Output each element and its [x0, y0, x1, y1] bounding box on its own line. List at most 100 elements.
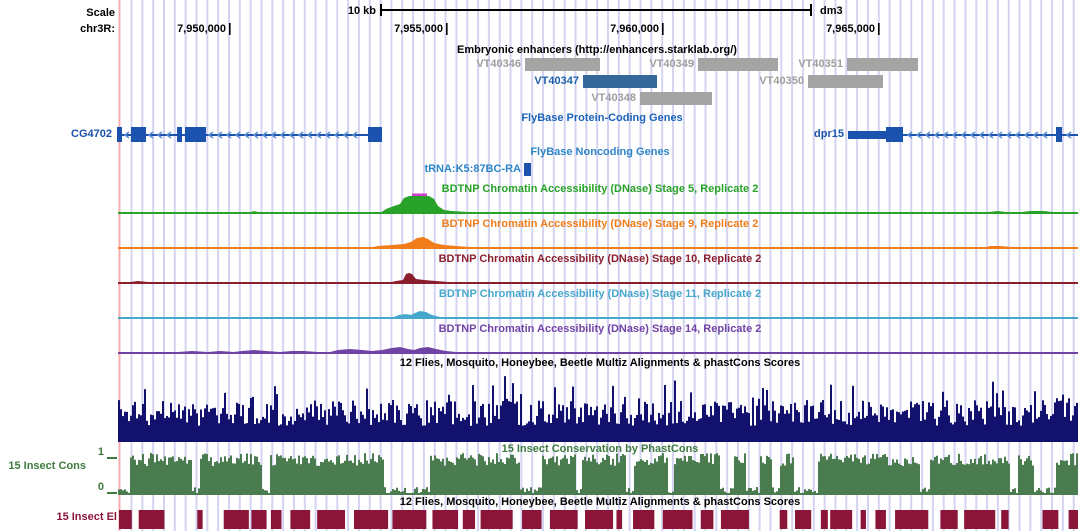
phastcons-bar[interactable]	[324, 459, 326, 494]
multiz-bar[interactable]	[376, 414, 378, 442]
phastcons-bar[interactable]	[540, 487, 542, 494]
multiz-bar[interactable]	[820, 402, 822, 442]
phastcons-bar[interactable]	[768, 457, 770, 494]
multiz-bar[interactable]	[250, 397, 252, 442]
multiz-bar[interactable]	[166, 415, 168, 442]
multiz-bar[interactable]	[554, 387, 556, 442]
multiz-bar[interactable]	[884, 416, 886, 442]
multiz-bar[interactable]	[636, 414, 638, 442]
phastcons-bar[interactable]	[186, 463, 188, 494]
multiz-bar[interactable]	[266, 404, 268, 442]
multiz-bar[interactable]	[486, 425, 488, 442]
gene-utr-dpr15[interactable]	[848, 131, 887, 139]
phastcons-bar[interactable]	[1072, 453, 1074, 494]
multiz-bar[interactable]	[276, 394, 278, 442]
multiz-bar[interactable]	[778, 413, 780, 442]
multiz-bar[interactable]	[210, 408, 212, 442]
phastcons-bar[interactable]	[548, 458, 550, 494]
phastcons-bar[interactable]	[226, 461, 228, 494]
track-title-bdtnp-stage9[interactable]: BDTNP Chromatin Accessibility (DNase) St…	[441, 218, 759, 230]
phastcons-bar[interactable]	[456, 457, 458, 494]
conserved-element-block[interactable]	[820, 510, 828, 529]
multiz-bar[interactable]	[1008, 411, 1010, 442]
conserved-element-block[interactable]	[251, 510, 267, 529]
multiz-bar[interactable]	[744, 406, 746, 442]
conserved-element-block[interactable]	[860, 510, 866, 529]
phastcons-bar[interactable]	[978, 458, 980, 494]
multiz-bar[interactable]	[590, 406, 592, 442]
phastcons-bar[interactable]	[674, 464, 676, 494]
phastcons-bar[interactable]	[628, 488, 630, 494]
multiz-bar[interactable]	[314, 400, 316, 442]
multiz-bar[interactable]	[754, 425, 756, 442]
multiz-bar[interactable]	[1064, 416, 1066, 442]
phastcons-bar[interactable]	[894, 462, 896, 494]
multiz-bar[interactable]	[302, 413, 304, 442]
multiz-bar[interactable]	[614, 413, 616, 442]
phastcons-bar[interactable]	[392, 489, 394, 494]
multiz-bar[interactable]	[738, 407, 740, 442]
phastcons-bar[interactable]	[602, 457, 604, 494]
phastcons-bar[interactable]	[362, 463, 364, 494]
phastcons-bar[interactable]	[208, 461, 210, 494]
multiz-bar[interactable]	[896, 411, 898, 442]
multiz-bar[interactable]	[240, 416, 242, 442]
phastcons-bar[interactable]	[372, 453, 374, 494]
multiz-bar[interactable]	[920, 420, 922, 442]
phastcons-bar[interactable]	[390, 491, 392, 494]
multiz-bar[interactable]	[948, 415, 950, 442]
conserved-element-block[interactable]	[462, 510, 476, 529]
multiz-bar[interactable]	[296, 408, 298, 442]
phastcons-bar[interactable]	[506, 457, 508, 494]
phastcons-bar[interactable]	[366, 460, 368, 494]
phastcons-bar[interactable]	[290, 456, 292, 494]
multiz-bar[interactable]	[312, 416, 314, 442]
conserved-element-block[interactable]	[940, 510, 958, 529]
multiz-bar[interactable]	[440, 411, 442, 442]
multiz-bar[interactable]	[1010, 424, 1012, 442]
phastcons-bar[interactable]	[770, 459, 772, 494]
phastcons-bar[interactable]	[142, 453, 144, 494]
multiz-bar[interactable]	[688, 416, 690, 442]
phastcons-bar[interactable]	[364, 453, 366, 494]
phastcons-bar[interactable]	[234, 463, 236, 494]
phastcons-bar[interactable]	[930, 459, 932, 494]
multiz-bar[interactable]	[768, 410, 770, 442]
phastcons-bar[interactable]	[230, 455, 232, 494]
multiz-bar[interactable]	[722, 405, 724, 442]
multiz-bar[interactable]	[428, 422, 430, 442]
conserved-element-block[interactable]	[549, 510, 578, 529]
phastcons-bar[interactable]	[442, 458, 444, 494]
multiz-bar[interactable]	[318, 419, 320, 442]
phastcons-bar[interactable]	[696, 462, 698, 494]
multiz-bar[interactable]	[476, 423, 478, 442]
phastcons-bar[interactable]	[914, 462, 916, 494]
phastcons-bar[interactable]	[358, 459, 360, 494]
phastcons-bar[interactable]	[646, 460, 648, 494]
multiz-bar[interactable]	[782, 406, 784, 442]
multiz-bar[interactable]	[340, 402, 342, 442]
phastcons-bar[interactable]	[266, 490, 268, 494]
phastcons-bar[interactable]	[452, 462, 454, 494]
multiz-bar[interactable]	[1004, 407, 1006, 442]
multiz-bar[interactable]	[126, 411, 128, 442]
phastcons-bar[interactable]	[180, 458, 182, 494]
multiz-bar[interactable]	[902, 411, 904, 442]
multiz-bar[interactable]	[308, 412, 310, 442]
phastcons-bar[interactable]	[246, 453, 248, 494]
multiz-bar[interactable]	[316, 406, 318, 442]
phastcons-bar[interactable]	[182, 460, 184, 494]
enhancer-label[interactable]: VT40346	[476, 58, 521, 70]
conserved-element-block[interactable]	[585, 510, 614, 529]
multiz-bar[interactable]	[500, 405, 502, 442]
phastcons-bar[interactable]	[658, 456, 660, 494]
multiz-bar[interactable]	[528, 421, 530, 442]
phastcons-bar[interactable]	[988, 460, 990, 494]
phastcons-bar[interactable]	[798, 487, 800, 494]
phastcons-bar[interactable]	[238, 458, 240, 494]
phastcons-bar[interactable]	[698, 462, 700, 494]
phastcons-bar[interactable]	[232, 463, 234, 494]
multiz-bar[interactable]	[484, 417, 486, 442]
phastcons-bar[interactable]	[1076, 453, 1078, 494]
phastcons-bar[interactable]	[580, 489, 582, 494]
